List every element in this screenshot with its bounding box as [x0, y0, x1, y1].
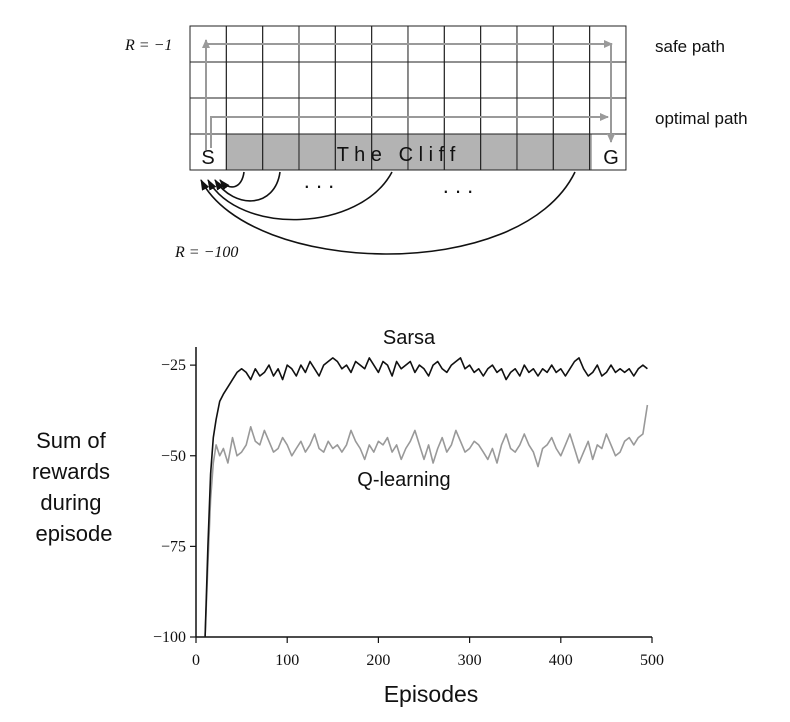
- cliff-region: [226, 134, 592, 170]
- series-label-sarsa: Sarsa: [383, 327, 436, 349]
- ellipsis-right: . . .: [443, 173, 474, 198]
- cliff-reward-label: R = −100: [174, 244, 238, 261]
- step-reward-label: R = −1: [124, 37, 172, 54]
- x-tick-label: 0: [192, 652, 200, 669]
- grid-cell: [262, 61, 300, 99]
- y-axis-label-line-4: episode: [35, 521, 112, 546]
- y-tick-label: −75: [161, 538, 186, 555]
- x-tick-label: 400: [549, 652, 573, 669]
- y-tick-label: −25: [161, 357, 186, 374]
- goal-label: G: [603, 147, 619, 169]
- cliff-fall-arc-3: [207, 171, 393, 221]
- series-line-sarsa: [204, 357, 648, 638]
- grid-cell: [189, 61, 227, 99]
- cliff-fall-arc-1: [219, 171, 245, 191]
- y-tick-label: −100: [153, 629, 186, 646]
- grid-cell: [298, 61, 336, 99]
- series-line-q-learning: [204, 404, 649, 638]
- grid-cell: [443, 61, 482, 99]
- cliff-fall-arc-2: [214, 171, 281, 202]
- x-tick-label: 300: [458, 652, 482, 669]
- y-ticks: −100 −75 −50 −25: [153, 357, 196, 646]
- safe-path-label: safe path: [655, 37, 725, 56]
- ellipsis-left: . . .: [304, 168, 335, 193]
- x-ticks: 0 100 200 300 400 500: [192, 637, 664, 669]
- y-axis-label-line-3: during: [40, 490, 101, 515]
- grid-cell: [589, 61, 627, 99]
- optimal-path-label: optimal path: [655, 109, 748, 128]
- cliff-fall-arc-4: [200, 171, 576, 255]
- grid-cell: [407, 61, 445, 99]
- y-tick-label: −50: [161, 448, 186, 465]
- x-tick-label: 100: [275, 652, 299, 669]
- grid-cell: [552, 61, 591, 99]
- start-label: S: [201, 147, 214, 169]
- x-axis-label: Episodes: [384, 681, 479, 707]
- x-tick-label: 200: [366, 652, 390, 669]
- grid-cell: [334, 61, 373, 99]
- series-label-q-learning: Q-learning: [357, 469, 450, 491]
- grid-cell: [225, 61, 264, 99]
- learning-curve-chart: −100 −75 −50 −25 0 100 200 300 400 500 Sarsa Q-l…: [32, 327, 664, 707]
- y-axis-label-line-1: Sum of: [36, 428, 107, 453]
- x-tick-label: 500: [640, 652, 664, 669]
- grid-cell: [371, 61, 409, 99]
- y-axis-label-line-2: rewards: [32, 459, 110, 484]
- cliff-label: T h e C l i f f: [337, 144, 456, 166]
- grid-cell: [516, 61, 554, 99]
- series-lines: [204, 357, 649, 638]
- grid-cell: [480, 61, 518, 99]
- y-axis-label: Sum of rewards during episode: [32, 428, 116, 546]
- cliff-gridworld: S G T h e C l i f f R = −1 safe path opt…: [124, 25, 748, 261]
